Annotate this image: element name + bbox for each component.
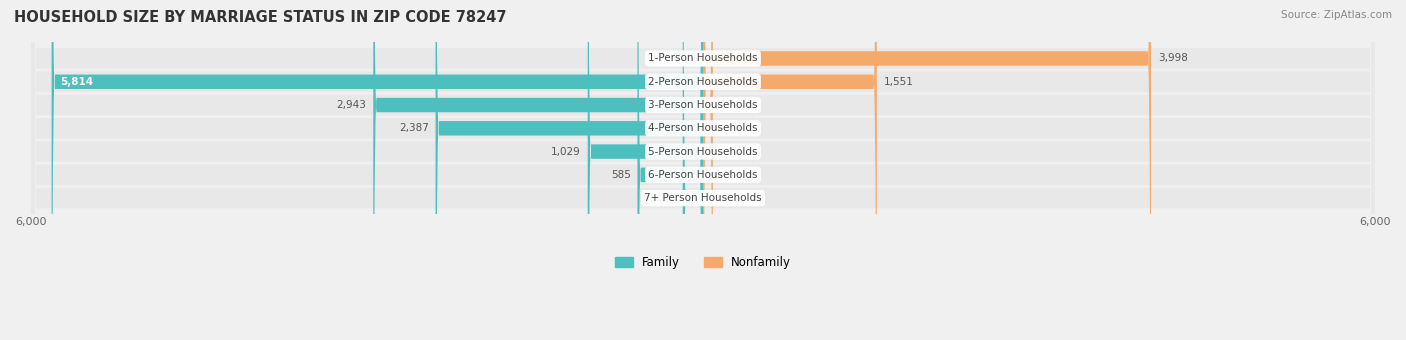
Text: 2-Person Households: 2-Person Households <box>648 77 758 87</box>
Text: 0: 0 <box>711 123 718 133</box>
Text: 5-Person Households: 5-Person Households <box>648 147 758 157</box>
Text: 1-Person Households: 1-Person Households <box>648 53 758 64</box>
Text: 181: 181 <box>657 193 676 203</box>
FancyBboxPatch shape <box>52 0 703 340</box>
Text: HOUSEHOLD SIZE BY MARRIAGE STATUS IN ZIP CODE 78247: HOUSEHOLD SIZE BY MARRIAGE STATUS IN ZIP… <box>14 10 506 25</box>
FancyBboxPatch shape <box>703 0 713 340</box>
FancyBboxPatch shape <box>637 0 703 340</box>
FancyBboxPatch shape <box>373 0 703 340</box>
FancyBboxPatch shape <box>588 0 703 340</box>
Text: 3,998: 3,998 <box>1157 53 1188 64</box>
FancyBboxPatch shape <box>683 0 703 340</box>
FancyBboxPatch shape <box>31 0 1375 340</box>
Text: 88: 88 <box>720 100 733 110</box>
Text: 1,551: 1,551 <box>883 77 914 87</box>
Text: 0: 0 <box>711 170 718 180</box>
Text: 7+ Person Households: 7+ Person Households <box>644 193 762 203</box>
Text: 5,814: 5,814 <box>60 77 94 87</box>
Text: Source: ZipAtlas.com: Source: ZipAtlas.com <box>1281 10 1392 20</box>
FancyBboxPatch shape <box>31 0 1375 340</box>
Text: 6-Person Households: 6-Person Households <box>648 170 758 180</box>
Text: 585: 585 <box>610 170 631 180</box>
Text: 0: 0 <box>711 193 718 203</box>
FancyBboxPatch shape <box>703 0 1152 340</box>
Text: 3-Person Households: 3-Person Households <box>648 100 758 110</box>
Text: 1,029: 1,029 <box>551 147 581 157</box>
FancyBboxPatch shape <box>703 0 877 340</box>
FancyBboxPatch shape <box>31 0 1375 340</box>
FancyBboxPatch shape <box>31 0 1375 340</box>
FancyBboxPatch shape <box>31 0 1375 340</box>
Text: 2,943: 2,943 <box>336 100 367 110</box>
FancyBboxPatch shape <box>31 0 1375 340</box>
Legend: Family, Nonfamily: Family, Nonfamily <box>610 252 796 274</box>
FancyBboxPatch shape <box>31 0 1375 340</box>
FancyBboxPatch shape <box>436 0 703 340</box>
Text: 4-Person Households: 4-Person Households <box>648 123 758 133</box>
Text: 0: 0 <box>711 147 718 157</box>
Text: 2,387: 2,387 <box>399 123 429 133</box>
